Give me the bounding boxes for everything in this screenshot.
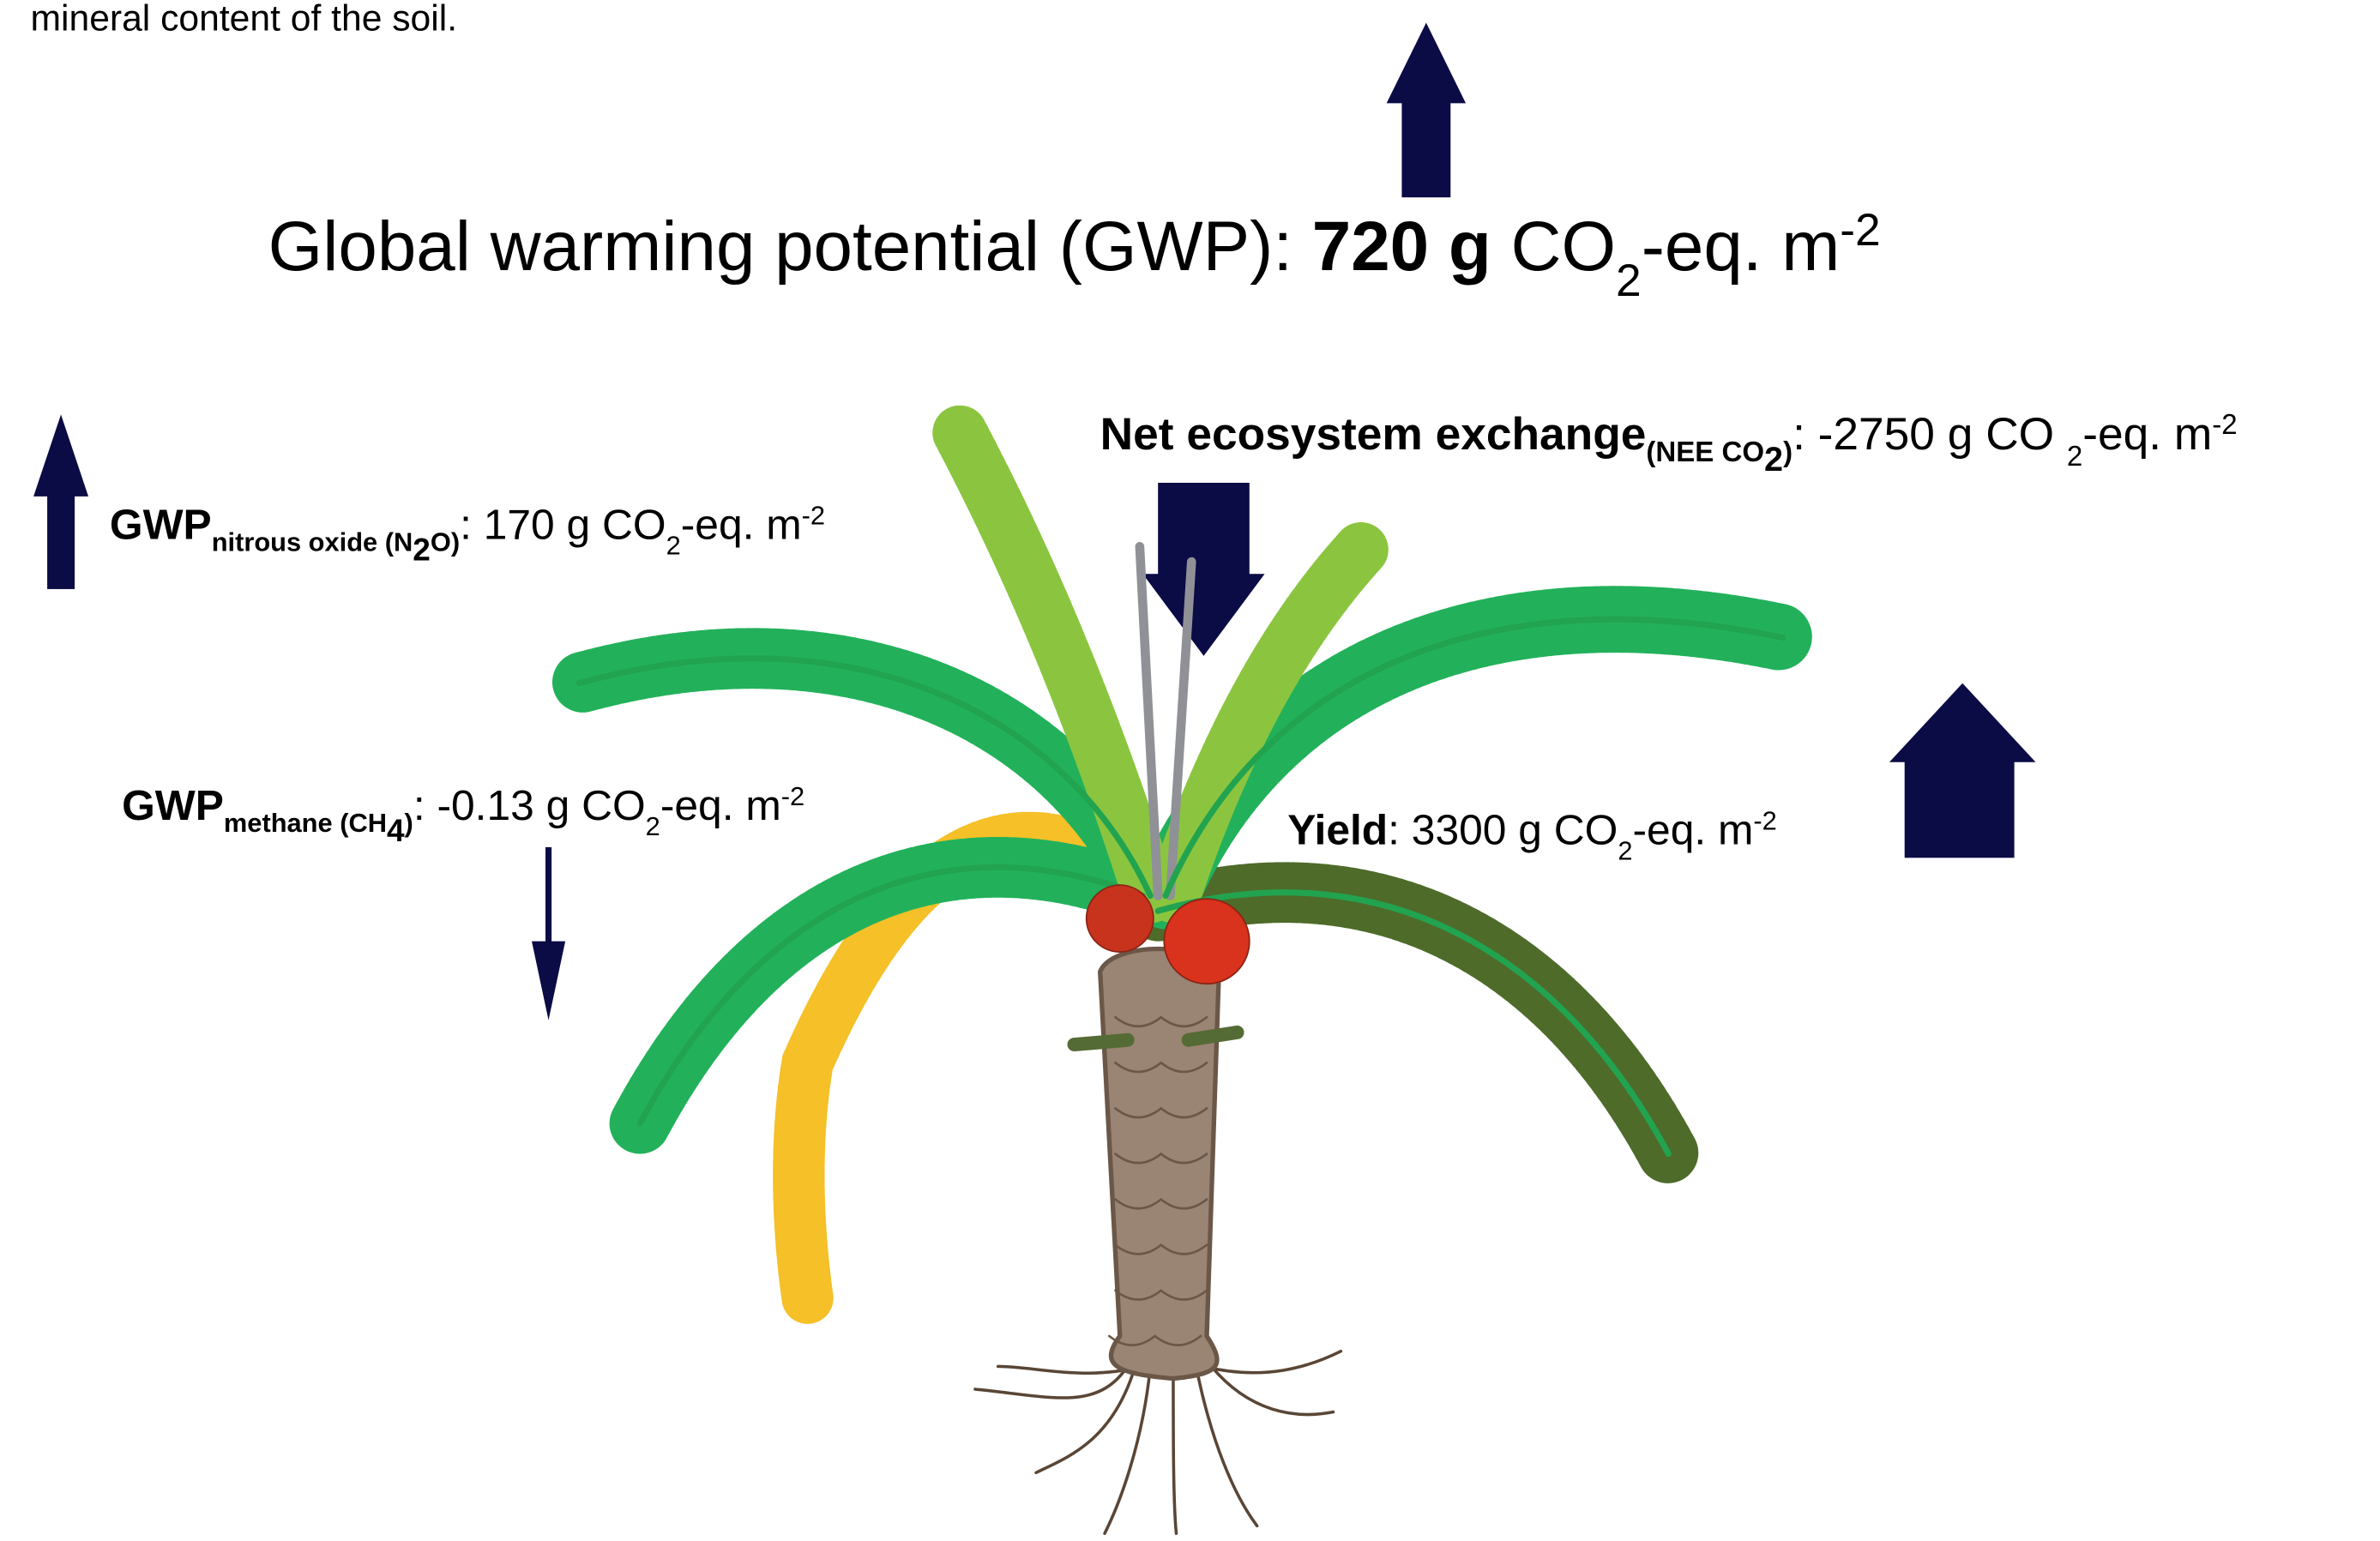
unit: CO <box>1491 208 1616 286</box>
arrows <box>33 22 2036 1020</box>
unit: -2 <box>781 781 804 811</box>
frond-light <box>932 405 1178 924</box>
flux-label: GWPnitrous oxide (N2O): 170 g CO2-eq. m-… <box>110 500 825 567</box>
fruit-bunch <box>1085 884 1154 953</box>
palm-tree <box>548 405 1817 1535</box>
frond-bases <box>1067 1025 1244 1052</box>
unit: -eq. m <box>660 781 781 829</box>
flux-value: : -0.13 g <box>413 781 581 829</box>
unit: -eq. m <box>681 501 802 549</box>
arrow-up-yield <box>1904 759 2015 858</box>
arrow-up-n2o <box>47 493 75 589</box>
flux-label: Net ecosystem exchange(NEE CO2): -2750 g… <box>1100 408 2238 479</box>
fluxes: GWPnitrous oxide (N2O): 170 g CO2-eq. m-… <box>110 408 2238 865</box>
trunk <box>1097 946 1221 1381</box>
value: 720 g <box>1312 208 1491 286</box>
flux-label: Yield: 3300 g CO2-eq. m-2 <box>1287 805 1777 865</box>
flux-subscript: methane (CH <box>224 808 387 838</box>
flux-label: GWPmethane (CH4): -0.13 g CO2-eq. m-2 <box>122 781 804 848</box>
arrow-head <box>532 941 566 1020</box>
intro-fragment: mineral content of the soil. <box>31 0 458 39</box>
trunk-scales <box>1108 1015 1208 1346</box>
flux-name: Yield <box>1287 805 1388 853</box>
arrow-down-nee <box>1158 483 1250 577</box>
flux-value: : 3300 g <box>1388 805 1554 853</box>
frond-green <box>609 836 1173 1154</box>
unit: -eq. m <box>2082 409 2212 460</box>
flux-value: : -2750 g <box>1793 409 1985 460</box>
unit: -eq. m <box>1642 208 1841 286</box>
flux-subscript: (NEE CO <box>1646 436 1764 467</box>
arrow-head <box>1889 683 2036 762</box>
unit: -eq. m <box>1632 805 1753 853</box>
flux-name: Net ecosystem exchange <box>1100 409 1647 460</box>
unit: -2 <box>1753 805 1776 835</box>
flux-subscript: ) <box>1783 436 1793 467</box>
unit: CO <box>1554 805 1618 853</box>
unit: CO <box>602 501 666 549</box>
unit: 2 <box>666 530 681 560</box>
unit: CO <box>581 781 646 829</box>
flux-subscript: 2 <box>413 532 431 567</box>
flux-subscript: O) <box>431 527 460 557</box>
frond-yellow <box>773 811 1184 1324</box>
label: Global warming potential (GWP): <box>268 208 1312 286</box>
arrow-head <box>33 414 89 497</box>
flux-value: : 170 g <box>460 501 602 549</box>
intro-text: mineral content of the soil. <box>31 0 458 39</box>
flux-name: GWP <box>122 781 224 829</box>
flux-subscript: 4 <box>387 813 405 848</box>
unit: CO <box>1985 409 2067 460</box>
unit: 2 <box>2067 440 2082 472</box>
arrow-head <box>1386 22 1467 104</box>
unit: -2 <box>2212 408 2237 440</box>
frond-stems <box>575 616 1787 1158</box>
arrow-up-gwp <box>1401 99 1451 198</box>
unit: 2 <box>1618 835 1632 865</box>
arrow-head <box>1142 574 1265 656</box>
spear-leaves <box>1135 542 1196 900</box>
flux-subscript: nitrous oxide (N <box>212 527 413 557</box>
unit: 2 <box>646 811 660 841</box>
flux-subscript: ) <box>405 808 413 838</box>
flux-subscript: 2 <box>1764 441 1783 479</box>
flux-name: GWP <box>110 501 212 549</box>
unit-sup: -2 <box>1840 205 1880 256</box>
arrow-down-ch4 <box>545 846 552 945</box>
fruit-bunch <box>1163 898 1250 985</box>
unit: -2 <box>802 500 825 530</box>
unit-sub: 2 <box>1616 256 1642 306</box>
gwp-total: Global warming potential (GWP): 720 g CO… <box>268 205 1881 306</box>
